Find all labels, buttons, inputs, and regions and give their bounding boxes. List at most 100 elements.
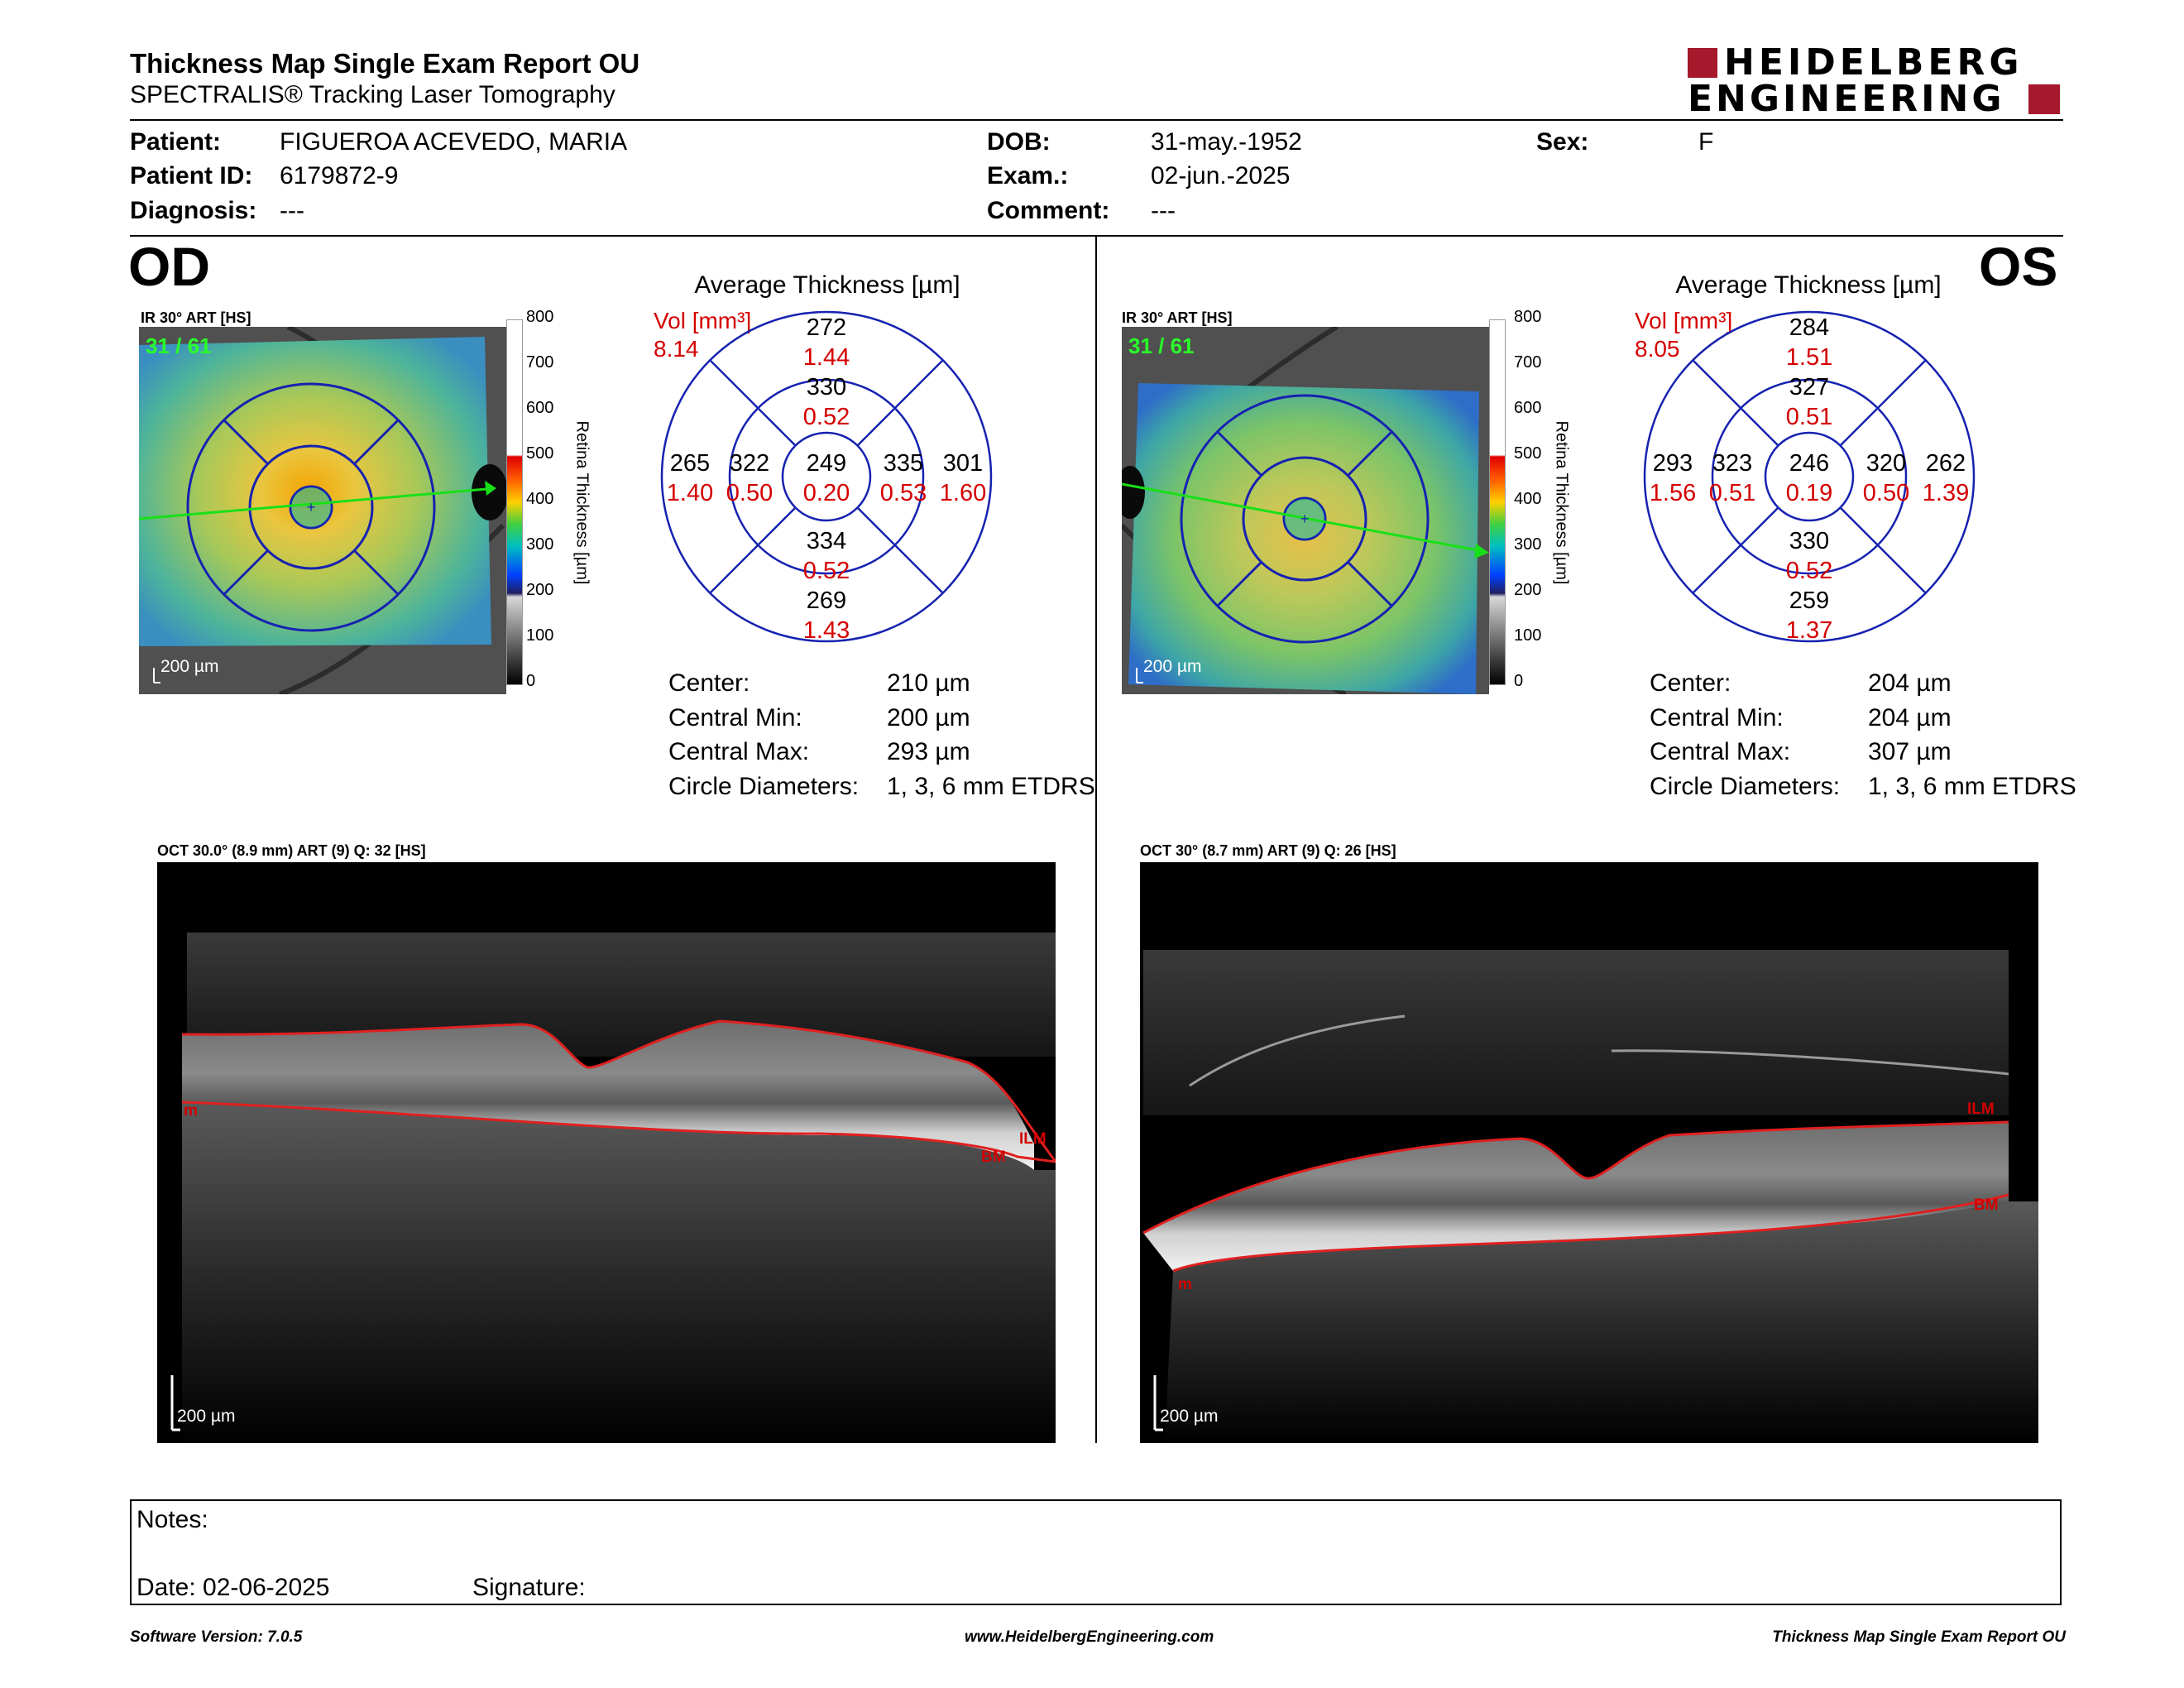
os-etdrs-grid [1643, 310, 1976, 643]
signature-label: Signature: [472, 1574, 586, 1601]
od-m-label: m [184, 1102, 198, 1120]
od-max-label: Central Max: [668, 738, 810, 765]
os-oct-image [1140, 862, 2038, 1443]
os-inner-temp: 323 [1712, 450, 1753, 477]
os-fundus-quality: 31 / 61 [1128, 333, 1195, 358]
od-tick-300: 300 [526, 535, 554, 554]
os-inner-inf: 330 [1789, 528, 1830, 554]
od-tick-100: 100 [526, 626, 554, 645]
od-avg-title: Average Thickness [µm] [694, 271, 960, 299]
os-inner-temp-vol: 0.51 [1708, 480, 1756, 506]
od-outer-nas-vol: 1.60 [939, 480, 987, 506]
patient-id-label: Patient ID: [130, 162, 253, 189]
od-outer-temp-vol: 1.40 [666, 480, 714, 506]
os-tick-100: 100 [1514, 626, 1542, 645]
exam-value: 02-jun.-2025 [1151, 162, 1291, 189]
svg-text:+: + [307, 499, 316, 516]
os-tick-400: 400 [1514, 490, 1542, 508]
od-outer-nas: 301 [942, 450, 984, 477]
os-eye-label: OS [1979, 236, 2058, 297]
os-diam-label: Circle Diameters: [1650, 773, 1841, 800]
dob-value: 31-may.-1952 [1151, 128, 1302, 156]
od-max-value: 293 µm [887, 738, 970, 765]
od-inner-sup-vol: 0.52 [802, 404, 850, 430]
os-vol-label: Vol [mm³] [1635, 308, 1733, 333]
os-outer-sup-vol: 1.51 [1785, 344, 1833, 371]
od-inner-nas: 335 [883, 450, 924, 477]
os-oct-title: OCT 30° (8.7 mm) ART (9) Q: 26 [HS] [1140, 842, 1396, 859]
os-inner-nas: 320 [1866, 450, 1907, 477]
os-vol-total: 8.05 [1635, 336, 1680, 362]
os-ilm-label: ILM [1967, 1101, 1995, 1118]
od-center-label: Center: [668, 669, 750, 697]
os-tick-800: 800 [1514, 308, 1542, 326]
diagnosis-value: --- [280, 197, 304, 224]
os-outer-inf-vol: 1.37 [1785, 617, 1833, 644]
notes-box[interactable]: Notes: Date: 02-06-2025 Signature: [130, 1499, 2062, 1605]
os-inner-sup: 327 [1789, 374, 1830, 400]
comment-label: Comment: [987, 197, 1110, 224]
od-min-value: 200 µm [887, 704, 970, 731]
od-tick-400: 400 [526, 490, 554, 508]
os-min-label: Central Min: [1650, 704, 1784, 731]
os-m-label: m [1178, 1276, 1192, 1293]
os-outer-temp: 293 [1652, 450, 1693, 477]
od-etdrs-grid [660, 310, 993, 643]
od-outer-temp: 265 [669, 450, 711, 477]
od-oct-scalebar: 200 µm [177, 1407, 236, 1426]
os-fundus-title: IR 30° ART [HS] [1122, 309, 1233, 326]
os-outer-nas-vol: 1.39 [1922, 480, 1970, 506]
patient-name: FIGUEROA ACEVEDO, MARIA [280, 128, 628, 156]
od-fundus-scalebar: 200 µm [160, 657, 219, 676]
od-oct-title: OCT 30.0° (8.9 mm) ART (9) Q: 32 [HS] [157, 842, 426, 859]
software-version: Software Version: 7.0.5 [130, 1628, 303, 1646]
od-inner-inf: 334 [806, 528, 847, 554]
os-tick-200: 200 [1514, 581, 1542, 599]
os-center-label: Center: [1650, 669, 1731, 697]
svg-text:+: + [1300, 511, 1310, 527]
logo-square-bottom [2028, 84, 2060, 114]
os-tick-700: 700 [1514, 353, 1542, 372]
od-outer-sup: 272 [806, 314, 847, 341]
os-max-value: 307 µm [1868, 738, 1952, 765]
os-ilm-line [1142, 1120, 2009, 1235]
os-scale-ticks: 800 700 600 500 400 300 200 100 0 [1514, 308, 1564, 697]
od-center-vol: 0.20 [802, 480, 850, 506]
od-center: 249 [806, 450, 847, 477]
od-inner-nas-vol: 0.53 [879, 480, 927, 506]
os-tick-600: 600 [1514, 399, 1542, 417]
comment-value: --- [1151, 197, 1176, 224]
od-inner-sup: 330 [806, 374, 847, 400]
date-label: Date: 02-06-2025 [136, 1574, 330, 1601]
od-tick-800: 800 [526, 308, 554, 326]
os-oct-scalebar: 200 µm [1160, 1407, 1219, 1426]
header-rule [130, 119, 2063, 121]
od-oct-image [157, 862, 1056, 1443]
footer-report-name: Thickness Map Single Exam Report OU [1772, 1628, 2066, 1646]
os-diam-value: 1, 3, 6 mm ETDRS [1868, 773, 2076, 800]
od-ilm-line [181, 1019, 1056, 1163]
os-outer-sup: 284 [1789, 314, 1830, 341]
od-scale-axis-label: Retina Thickness [µm] [572, 420, 592, 585]
od-outer-inf-vol: 1.43 [802, 617, 850, 644]
od-tick-600: 600 [526, 399, 554, 417]
od-tick-0: 0 [526, 672, 536, 690]
logo-square-top [1688, 48, 1717, 78]
os-min-value: 204 µm [1868, 704, 1952, 731]
os-center: 246 [1789, 450, 1830, 477]
os-tick-0: 0 [1514, 672, 1524, 690]
os-inner-sup-vol: 0.51 [1785, 404, 1833, 430]
od-tick-700: 700 [526, 353, 554, 372]
od-outer-sup-vol: 1.44 [802, 344, 850, 371]
exam-label: Exam.: [987, 162, 1069, 189]
od-vol-total: 8.14 [654, 336, 699, 362]
sex-label: Sex: [1536, 128, 1589, 156]
os-scale-axis-label: Retina Thickness [µm] [1552, 420, 1571, 585]
website-link[interactable]: www.HeidelbergEngineering.com [965, 1628, 1214, 1646]
report-title: Thickness Map Single Exam Report OU [130, 48, 640, 79]
od-inner-inf-vol: 0.52 [802, 558, 850, 584]
od-diam-value: 1, 3, 6 mm ETDRS [887, 773, 1095, 800]
os-inner-nas-vol: 0.50 [1862, 480, 1910, 506]
report-subtitle: SPECTRALIS® Tracking Laser Tomography [130, 81, 615, 108]
os-center-vol: 0.19 [1785, 480, 1833, 506]
